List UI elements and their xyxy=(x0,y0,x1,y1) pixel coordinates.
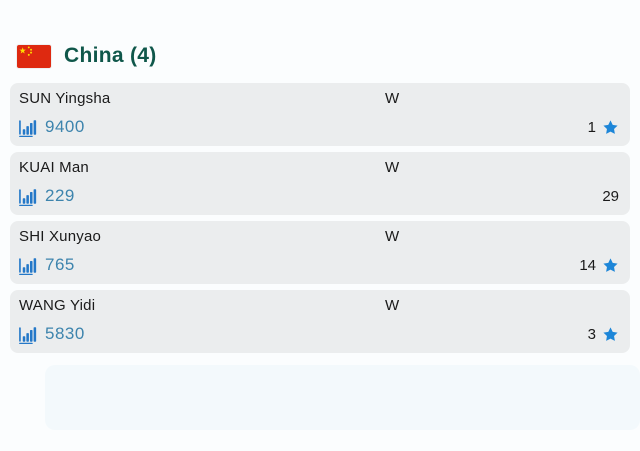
gender-label: W xyxy=(385,159,400,176)
rank-value: 3 xyxy=(587,326,596,343)
rank-value: 14 xyxy=(579,257,596,274)
rank-group: 1 xyxy=(588,119,619,136)
rating-group: 9400 xyxy=(18,117,85,137)
team-header: China (4) xyxy=(0,0,640,72)
rating-value: 5830 xyxy=(45,324,85,343)
player-row[interactable]: KUAI Man W 229 29 xyxy=(10,152,630,215)
gender-label: W xyxy=(385,297,400,314)
star-icon[interactable] xyxy=(602,119,619,136)
rating-group: 765 xyxy=(18,255,75,275)
rating-group: 5830 xyxy=(18,324,85,344)
player-name: SHI Xunyao xyxy=(19,228,102,245)
rank-value: 29 xyxy=(602,188,619,205)
player-name: KUAI Man xyxy=(19,159,89,176)
player-row[interactable]: SUN Yingsha W 9400 1 xyxy=(10,83,630,146)
team-title: China (4) xyxy=(64,44,157,67)
rating-value: 9400 xyxy=(45,117,85,136)
rating-value: 765 xyxy=(45,255,75,274)
bar-chart-icon xyxy=(19,119,37,137)
gender-label: W xyxy=(385,90,400,107)
china-flag-icon xyxy=(17,44,51,68)
rating-group: 229 xyxy=(18,186,75,206)
bar-chart-icon xyxy=(19,257,37,275)
player-name: SUN Yingsha xyxy=(19,90,111,107)
star-icon[interactable] xyxy=(602,326,619,343)
empty-section-panel xyxy=(45,365,640,430)
rank-group: 14 xyxy=(579,257,619,274)
bar-chart-icon xyxy=(19,188,37,206)
bar-chart-icon xyxy=(19,326,37,344)
gender-label: W xyxy=(385,228,400,245)
rank-group: 3 xyxy=(588,326,619,343)
rating-value: 229 xyxy=(45,186,75,205)
star-icon[interactable] xyxy=(602,257,619,274)
player-row[interactable]: WANG Yidi W 5830 3 xyxy=(10,290,630,353)
player-list: SUN Yingsha W 9400 1 KUAI Man W xyxy=(0,83,640,353)
player-name: WANG Yidi xyxy=(19,297,96,314)
player-row[interactable]: SHI Xunyao W 765 14 xyxy=(10,221,630,284)
rank-value: 1 xyxy=(587,119,596,136)
rank-group: 29 xyxy=(602,188,619,205)
